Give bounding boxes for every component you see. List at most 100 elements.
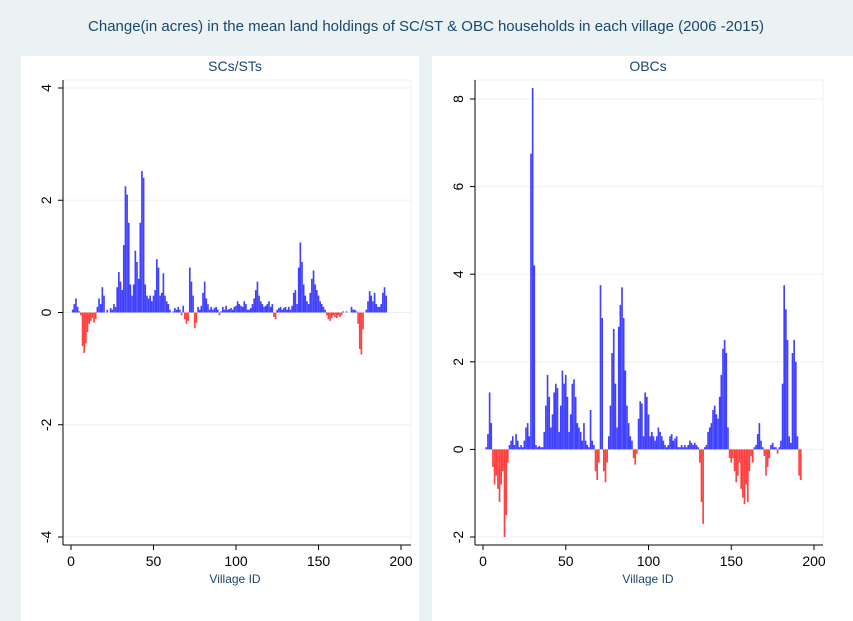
obc-bar bbox=[631, 440, 633, 450]
scst-bar bbox=[114, 306, 117, 313]
scst-bar bbox=[179, 309, 181, 313]
scst-bar bbox=[335, 312, 338, 319]
obc-bar bbox=[703, 447, 706, 450]
scst-bar bbox=[240, 305, 242, 313]
obc-bar bbox=[751, 449, 754, 463]
scst-bar bbox=[373, 292, 376, 313]
scst-bar bbox=[81, 312, 84, 347]
scst-bar bbox=[368, 291, 371, 313]
obc-bar bbox=[718, 396, 721, 450]
scst-bar bbox=[385, 295, 387, 313]
obc-bar bbox=[525, 427, 527, 450]
obc-bar bbox=[589, 409, 592, 450]
obc-bar bbox=[500, 449, 503, 485]
obc-bar bbox=[682, 447, 685, 450]
obc-bar bbox=[760, 440, 762, 450]
obc-bar bbox=[568, 431, 570, 450]
scst-bar bbox=[233, 306, 236, 313]
scst-bar bbox=[299, 242, 302, 313]
scst-bar bbox=[187, 312, 189, 321]
obc-bar bbox=[639, 401, 642, 450]
scst-bar bbox=[193, 312, 196, 329]
scst-bar bbox=[330, 312, 333, 319]
obc-bar bbox=[588, 447, 590, 450]
obc-bar bbox=[732, 449, 734, 459]
scst-bar bbox=[76, 306, 79, 313]
obc-bar bbox=[632, 449, 635, 459]
scst-bar bbox=[311, 278, 313, 313]
scst-bar bbox=[375, 304, 378, 313]
obc-bar bbox=[659, 431, 661, 450]
scst-bar bbox=[75, 298, 77, 313]
scst-bar bbox=[162, 273, 165, 313]
obc-bar bbox=[771, 442, 774, 450]
obc-bar bbox=[740, 449, 743, 489]
obc-bar bbox=[550, 427, 552, 450]
obc-ytick-label: 8 bbox=[450, 95, 466, 103]
scst-xtick-label: 50 bbox=[146, 553, 162, 569]
obc-bar bbox=[536, 447, 539, 450]
scst-bar bbox=[259, 301, 262, 313]
obc-bar bbox=[695, 445, 698, 450]
scst-bar bbox=[142, 177, 145, 313]
scst-bar bbox=[274, 312, 277, 320]
obc-bar bbox=[508, 445, 511, 450]
obc-bar bbox=[698, 449, 701, 463]
scst-bar bbox=[245, 304, 247, 313]
obc-bar bbox=[526, 423, 529, 450]
scst-bar bbox=[289, 309, 292, 313]
scst-ytick-label: 0 bbox=[38, 308, 54, 316]
scst-bar bbox=[256, 281, 259, 313]
scst-bar bbox=[243, 301, 246, 313]
obc-bar bbox=[799, 449, 802, 481]
scst-bar bbox=[296, 304, 298, 313]
obc-bar bbox=[662, 440, 665, 450]
obc-xtick-label: 200 bbox=[802, 553, 826, 569]
obc-bar bbox=[697, 447, 699, 450]
obc-bar bbox=[786, 339, 789, 450]
obc-bar bbox=[490, 423, 493, 450]
scst-bar bbox=[304, 295, 307, 313]
obc-bar bbox=[748, 449, 751, 472]
obc-bar bbox=[535, 445, 537, 450]
obc-bar bbox=[579, 431, 582, 450]
scst-bar bbox=[160, 292, 163, 313]
scst-bar bbox=[329, 312, 331, 321]
scst-bar bbox=[357, 312, 359, 324]
scst-bar bbox=[71, 309, 74, 313]
scst-bar bbox=[332, 312, 335, 316]
obc-bar bbox=[705, 445, 708, 450]
obc-bar bbox=[571, 383, 574, 450]
obc-bar bbox=[679, 447, 681, 450]
obc-bar bbox=[723, 339, 726, 450]
obc-bar bbox=[793, 339, 795, 450]
scst-bar bbox=[360, 312, 363, 355]
scst-bar bbox=[154, 290, 156, 313]
obc-bar bbox=[503, 449, 506, 537]
scst-bar bbox=[157, 267, 160, 313]
obc-bar bbox=[766, 449, 769, 467]
scst-ytick-label: 2 bbox=[38, 196, 54, 204]
scst-bar bbox=[106, 309, 109, 313]
scst-bar bbox=[103, 295, 105, 313]
obc-xtick-label: 150 bbox=[720, 553, 744, 569]
obc-bar bbox=[492, 449, 494, 467]
obc-bar bbox=[702, 449, 704, 524]
scst-bar bbox=[362, 312, 364, 330]
obc-bar bbox=[502, 449, 504, 472]
scst-bar bbox=[175, 309, 178, 313]
obc-bar bbox=[594, 449, 597, 472]
obc-bar bbox=[563, 383, 565, 450]
scst-bar bbox=[314, 284, 317, 313]
scst-bar bbox=[83, 312, 86, 353]
obc-bar bbox=[553, 392, 555, 450]
obc-bar bbox=[497, 449, 499, 489]
scst-bar bbox=[159, 295, 161, 313]
scst-bar bbox=[312, 270, 315, 313]
figure-title: Change(in acres) in the mean land holdin… bbox=[88, 18, 764, 35]
scst-bar bbox=[264, 305, 267, 313]
scst-bar bbox=[238, 304, 241, 313]
obc-bar bbox=[607, 436, 610, 450]
scst-bar bbox=[190, 281, 193, 313]
